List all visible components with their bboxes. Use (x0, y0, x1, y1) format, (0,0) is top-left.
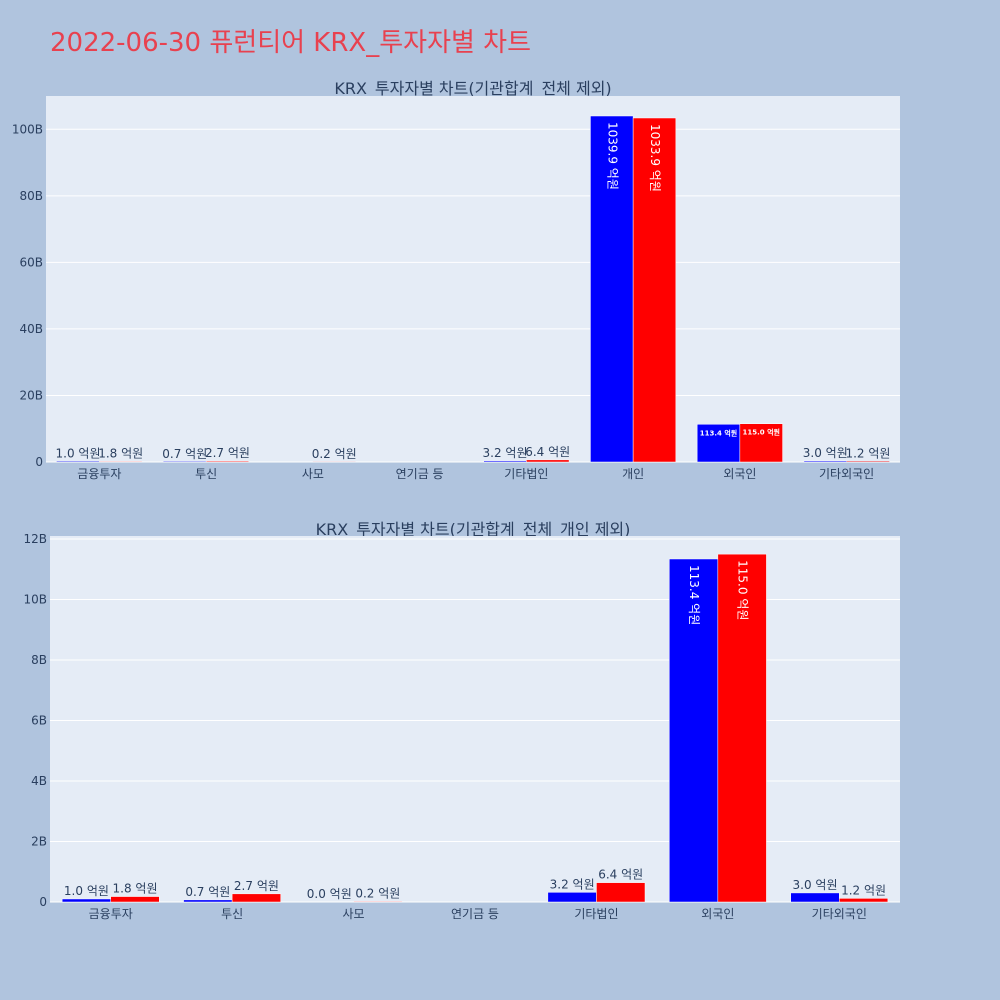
x-tick-label: 투신 (195, 467, 217, 481)
x-tick-label: 외국인 (701, 907, 734, 921)
bar (596, 882, 646, 903)
x-tick-label: 연기금 등 (451, 907, 499, 921)
data-label: 1033.9 억원 (648, 124, 662, 192)
bar (696, 424, 741, 463)
data-label: 1039.9 억원 (605, 122, 619, 190)
data-label: 3.0 억원 (793, 878, 838, 892)
x-tick-label: 연기금 등 (396, 467, 444, 481)
y-tick-label: 8B (31, 653, 47, 667)
data-label: 3.0 억원 (803, 446, 848, 460)
bar (790, 892, 840, 903)
bar (205, 460, 250, 463)
data-label: 115.0 억원 (742, 428, 779, 437)
y-tick-label: 40B (19, 322, 43, 336)
bar (526, 459, 570, 463)
bar (717, 553, 767, 903)
bar (110, 896, 160, 903)
data-label: 115.0 억원 (736, 560, 750, 620)
data-label: 2.7 억원 (205, 446, 250, 460)
y-tick-label: 4B (31, 774, 47, 788)
x-tick-label: 기타법인 (504, 467, 548, 481)
data-label: 3.2 억원 (550, 877, 595, 891)
x-tick-label: 개인 (622, 467, 644, 481)
x-tick-label: 기타외국인 (812, 907, 867, 921)
data-label: 1.2 억원 (845, 447, 890, 461)
data-label: 113.4 억원 (700, 428, 737, 437)
data-label: 1.2 억원 (841, 883, 886, 897)
data-label: 2.7 억원 (234, 879, 279, 893)
data-label: 0.2 억원 (355, 886, 400, 900)
y-tick-label: 100B (12, 122, 43, 136)
data-label: 1.0 억원 (56, 447, 101, 461)
x-tick-label: 기타법인 (574, 907, 618, 921)
data-label: 6.4 억원 (525, 445, 570, 459)
plot-area (50, 536, 900, 902)
y-tick-label: 2B (31, 835, 47, 849)
data-label: 1.0 억원 (64, 884, 109, 898)
x-tick-label: 기타외국인 (819, 467, 874, 481)
x-tick-label: 금융투자 (77, 467, 121, 481)
bar (669, 558, 719, 903)
data-label: 1.8 억원 (98, 446, 143, 460)
bar (803, 460, 847, 463)
bar (739, 423, 783, 463)
plot-area (46, 96, 900, 462)
bar (61, 898, 111, 903)
data-label: 0.0 억원 (307, 887, 352, 901)
x-tick-label: 금융투자 (89, 907, 133, 921)
x-tick-label: 사모 (302, 467, 324, 481)
bar (483, 460, 527, 463)
bar (183, 899, 233, 903)
y-tick-label: 0 (35, 455, 43, 469)
data-label: 113.4 억원 (687, 565, 701, 625)
data-label: 3.2 억원 (483, 446, 528, 460)
x-tick-label: 투신 (221, 907, 243, 921)
x-tick-label: 외국인 (723, 467, 756, 481)
y-tick-label: 12B (23, 532, 47, 546)
bar (353, 901, 403, 903)
chart-title: KRX_투자자별 차트(기관합계_전체_개인 제외) (316, 520, 631, 540)
data-label: 1.8 억원 (113, 882, 158, 896)
data-label: 0.2 억원 (312, 447, 357, 461)
chart-bottom: KRX_투자자별 차트(기관합계_전체_개인 제외) 0 2B 4B 6B 8B 10B 12… (23, 520, 900, 921)
x-tick-label: 사모 (343, 907, 365, 921)
page-title: 2022-06-30 퓨런티어 KRX_투자자별 차트 (50, 28, 532, 58)
y-tick-label: 20B (19, 388, 43, 402)
bar (839, 898, 889, 903)
y-tick-label: 6B (31, 714, 47, 728)
y-tick-label: 0 (39, 895, 47, 909)
data-label: 6.4 억원 (598, 868, 643, 882)
y-tick-label: 80B (19, 189, 43, 203)
bar (99, 461, 143, 463)
y-tick-label: 10B (23, 593, 47, 607)
y-tick-label: 60B (19, 255, 43, 269)
bar (547, 892, 597, 903)
chart-title: KRX_투자자별 차트(기관합계_전체 제외) (334, 79, 611, 99)
bar (632, 117, 677, 463)
bar (231, 893, 281, 903)
data-label: 0.7 억원 (162, 447, 207, 461)
chart-top: KRX_투자자별 차트(기관합계_전체 제외) 0 20B 40B 60B 80B 100B… (12, 79, 900, 481)
data-label: 0.7 억원 (185, 885, 230, 899)
